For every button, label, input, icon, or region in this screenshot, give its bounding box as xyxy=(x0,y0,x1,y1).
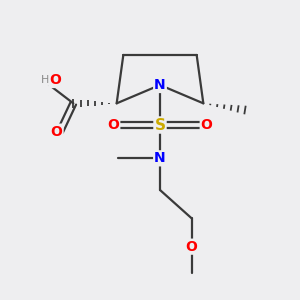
Text: O: O xyxy=(51,125,63,139)
Text: N: N xyxy=(154,151,166,165)
Text: N: N xyxy=(154,78,166,92)
Text: O: O xyxy=(50,73,62,87)
Text: O: O xyxy=(186,240,198,254)
Text: O: O xyxy=(201,118,213,132)
Text: O: O xyxy=(107,118,119,132)
Text: S: S xyxy=(154,118,166,133)
Text: H: H xyxy=(41,75,49,85)
